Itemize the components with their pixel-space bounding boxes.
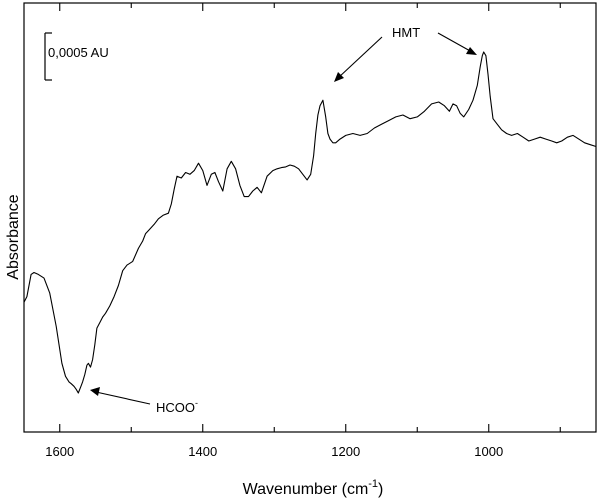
hcoo-arrow	[95, 391, 151, 405]
hmt-arrow-left-head	[334, 72, 344, 82]
hcoo-annotation: HCOO-	[90, 387, 198, 415]
x-axis-title-sup: -1	[368, 478, 378, 490]
x-tick-label-1600: 1600	[45, 444, 74, 459]
hmt-arrow-right-head	[466, 47, 477, 55]
x-axis-title-main: Wavenumber (cm	[243, 481, 369, 498]
hcoo-label-sup: -	[195, 398, 198, 408]
hcoo-label: HCOO-	[156, 398, 198, 415]
hmt-arrow-left	[337, 36, 383, 79]
hcoo-arrow-head	[90, 387, 100, 396]
x-tick-label-1000: 1000	[474, 444, 503, 459]
x-axis-title: Wavenumber (cm-1)	[243, 478, 384, 498]
hmt-arrow-right	[437, 32, 473, 53]
x-tick-label-1200: 1200	[331, 444, 360, 459]
hmt-annotation: HMT	[334, 25, 477, 82]
x-tick-label-1400: 1400	[188, 444, 217, 459]
spectrum-line	[23, 51, 597, 394]
hcoo-label-main: HCOO	[156, 400, 195, 415]
scale-bar-label: 0,0005 AU	[48, 45, 109, 60]
x-ticks: 1600 1400 1200 1000	[45, 3, 561, 459]
hmt-label: HMT	[392, 25, 420, 40]
x-axis-title-close: )	[378, 481, 383, 498]
plot-frame	[23, 2, 597, 433]
scale-bar: 0,0005 AU	[44, 32, 109, 81]
y-axis-title: Absorbance	[5, 194, 22, 279]
